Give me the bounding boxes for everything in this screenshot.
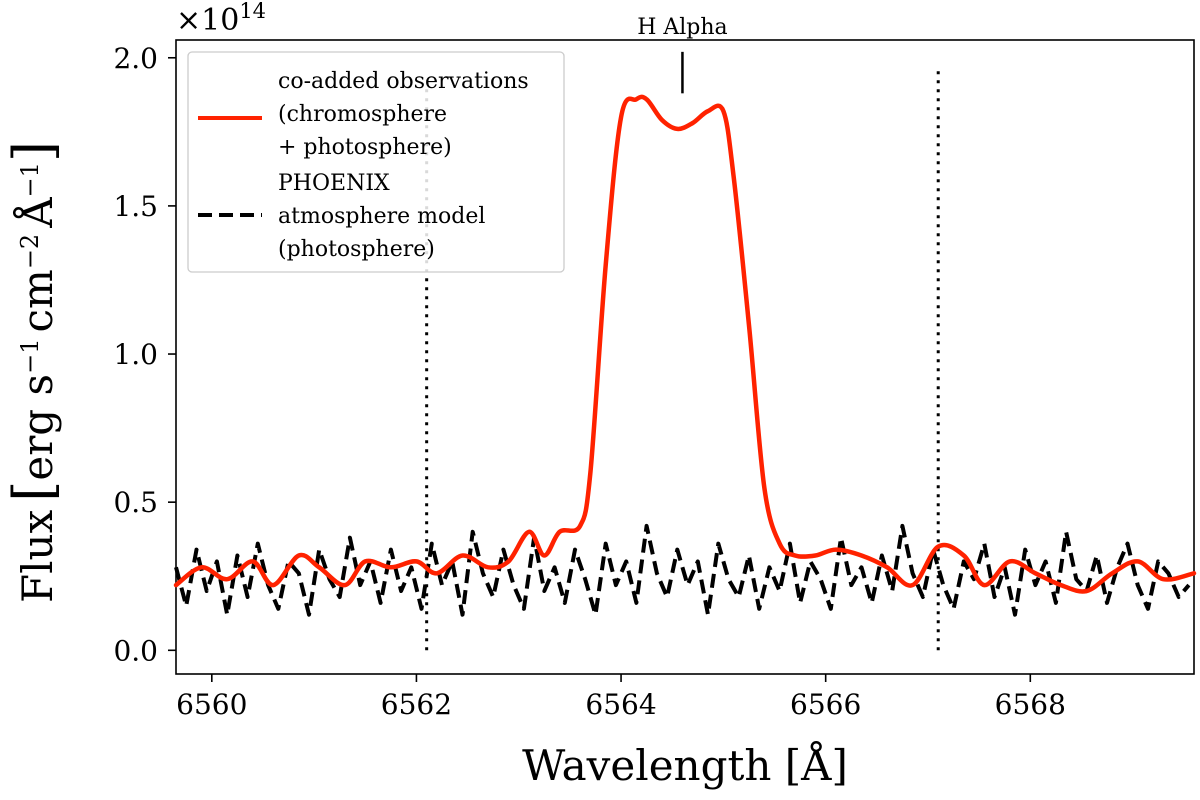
y-tick-label-1.5: 1.5 [113,190,158,223]
legend-label-observations-3: + photosphere) [278,135,452,160]
h-alpha-annotation: H Alpha [637,15,728,94]
x-tick-label-6566: 6566 [790,688,861,721]
legend-label-observations-1: co-added observations [278,69,529,94]
x-axis-label: Wavelength [Å] [522,740,848,790]
legend-label-phoenix-3: (photosphere) [278,237,435,262]
svg-text:Flux[erg s−1cm−2Å−1]: Flux[erg s−1cm−2Å−1] [2,141,65,603]
series-layer [173,94,1197,617]
axis-ticks: 6560 6562 6564 6566 6568 0.0 0.5 1.0 1.5 2.0 [113,42,1065,721]
plot-frame [175,39,1195,675]
legend-label-phoenix-1: PHOENIX [278,171,390,196]
legend: co-added observations (chromosphere + ph… [187,51,565,273]
legend-box [187,51,565,273]
y-multiplier: ×1014 [176,0,266,38]
y-tick-label-0.5: 0.5 [113,486,158,519]
x-tick-label-6564: 6564 [585,688,656,721]
x-tick-label-6560: 6560 [176,688,247,721]
y-tick-label-1.0: 1.0 [113,338,158,371]
x-tick-label-6562: 6562 [381,688,452,721]
legend-label-observations-2: (chromosphere [278,102,447,127]
x-tick-label-6568: 6568 [995,688,1066,721]
series-phoenix-model [174,523,1191,617]
h-alpha-label: H Alpha [637,15,727,40]
series-co-added-observations [173,94,1197,594]
legend-label-phoenix-2: atmosphere model [278,204,485,229]
y-tick-label-2.0: 2.0 [113,42,158,75]
y-axis-label: Flux[erg s−1cm−2Å−1] [2,141,65,603]
y-tick-label-0.0: 0.0 [113,634,158,667]
